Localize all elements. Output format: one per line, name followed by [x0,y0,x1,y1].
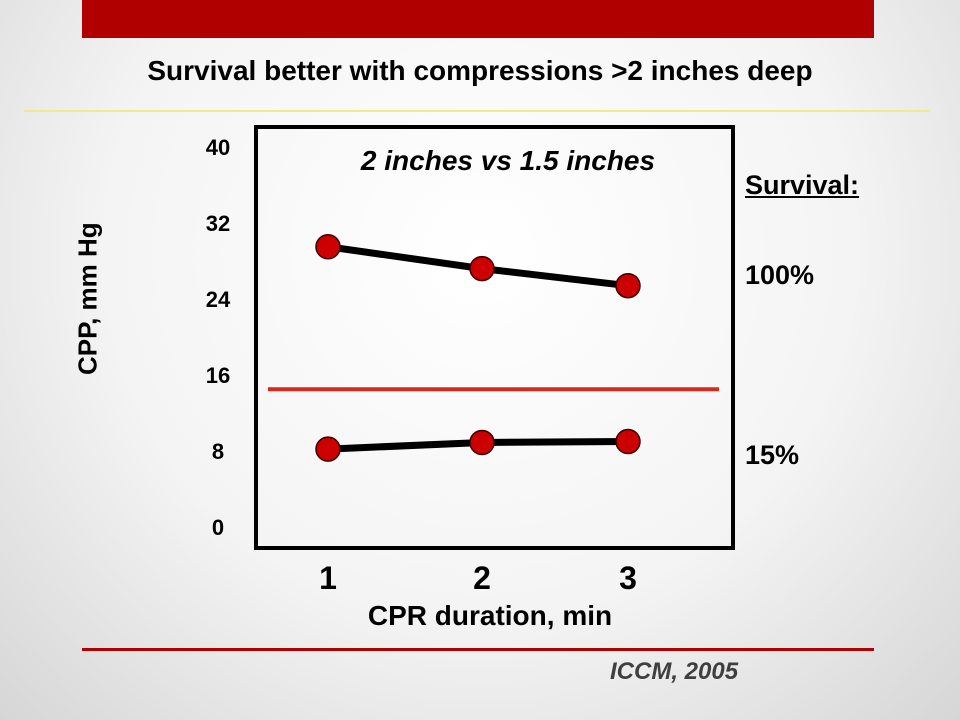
chart-title: 2 inches vs 1.5 inches [360,145,655,176]
series-layer [315,234,641,462]
y-tick-label: 40 [206,135,230,160]
title-underline-rule [24,110,930,112]
x-axis-label: CPR duration, min [367,600,613,631]
top-accent-bar [82,0,874,38]
x-tick-label: 2 [473,560,491,596]
x-tick-labels: 1 2 3 [319,560,637,596]
data-point [469,255,495,282]
citation: ICCM, 2005 [610,658,739,685]
bottom-accent-rule [82,648,874,651]
y-tick-labels: 40 32 24 16 8 0 [206,135,231,540]
x-tick-label: 1 [319,560,337,596]
slide-title: Survival better with compressions >2 inc… [147,55,813,86]
data-point [315,234,341,260]
survival-low-value: 15% [745,440,800,470]
x-tick-label: 3 [619,560,637,596]
data-point [615,428,641,455]
y-tick-label: 32 [206,211,230,236]
survival-heading: Survival: [745,170,860,200]
y-tick-label: 0 [212,515,224,540]
y-tick-label: 8 [212,439,224,464]
plot-frame [254,125,735,550]
survival-high-value: 100% [745,260,815,290]
y-tick-label: 16 [206,363,230,388]
y-tick-label: 24 [206,287,231,312]
data-point [315,436,341,462]
data-point [469,429,495,456]
data-point [615,272,641,299]
